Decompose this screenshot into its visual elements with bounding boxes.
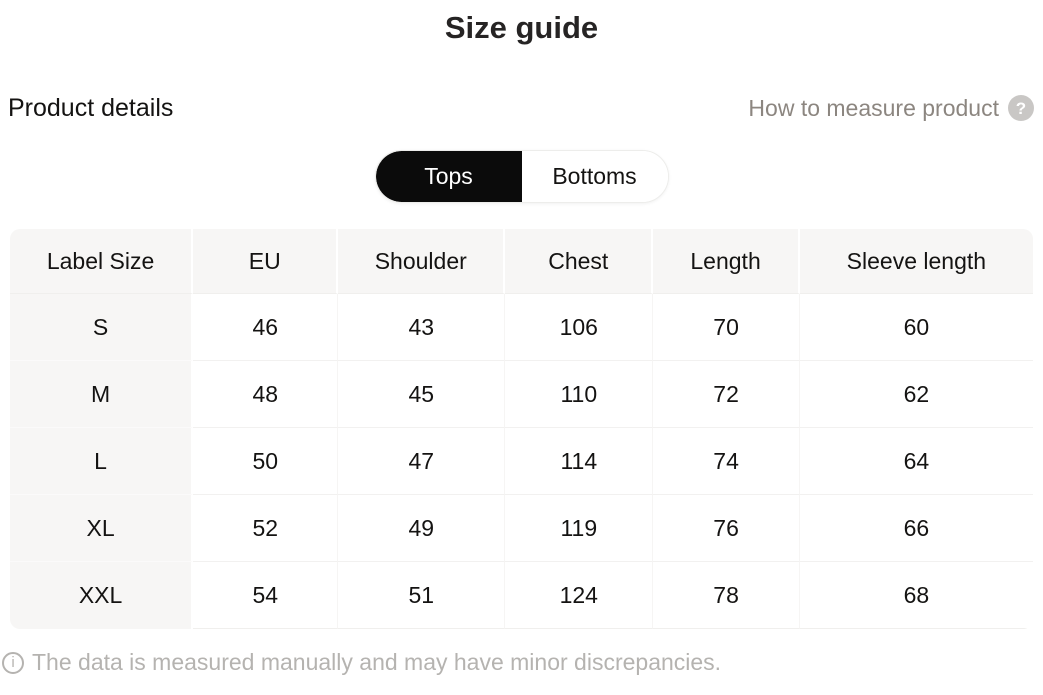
how-to-measure-link[interactable]: How to measure product ? xyxy=(748,95,1034,122)
table-row: XXL 54 51 124 78 68 xyxy=(10,562,1033,629)
table-cell: 124 xyxy=(505,562,654,629)
row-label: S xyxy=(10,294,194,361)
table-cell: 49 xyxy=(338,495,506,562)
table-cell: 114 xyxy=(505,428,654,495)
product-details-label: Product details xyxy=(8,93,174,122)
table-cell: 62 xyxy=(799,361,1033,428)
info-icon: i xyxy=(2,651,24,674)
table-cell: 60 xyxy=(799,294,1033,361)
table-row: S 46 43 106 70 60 xyxy=(10,294,1033,361)
row-label: M xyxy=(10,361,194,428)
row-label: XL xyxy=(10,495,194,562)
table-cell: 106 xyxy=(505,294,654,361)
table-cell: 70 xyxy=(653,294,800,361)
column-header: Sleeve length xyxy=(799,229,1033,294)
table-cell: 54 xyxy=(193,562,339,629)
table-cell: 78 xyxy=(653,562,800,629)
table-cell: 74 xyxy=(653,428,800,495)
table-cell: 52 xyxy=(193,495,339,562)
category-toggle: Tops Bottoms xyxy=(374,150,669,203)
tab-tops[interactable]: Tops xyxy=(375,151,522,202)
footer-note-text: The data is measured manually and may ha… xyxy=(32,649,722,675)
table-cell: 66 xyxy=(799,495,1033,562)
table-row: L 50 47 114 74 64 xyxy=(10,428,1033,495)
row-label: XXL xyxy=(10,562,194,629)
subheader: Product details How to measure product ? xyxy=(0,92,1043,124)
table-header-row: Label Size EU Shoulder Chest Length Sleeve le… xyxy=(10,229,1033,294)
table-row: M 48 45 110 72 62 xyxy=(10,361,1033,428)
footer-note: i The data is measured manually and may … xyxy=(0,649,1043,676)
table-cell: 43 xyxy=(338,294,506,361)
row-label: L xyxy=(10,428,194,495)
table-cell: 47 xyxy=(338,428,506,495)
column-header: Shoulder xyxy=(338,229,506,294)
category-toggle-wrap: Tops Bottoms xyxy=(0,150,1043,203)
table-cell: 46 xyxy=(193,294,339,361)
help-icon[interactable]: ? xyxy=(1008,95,1034,121)
table-cell: 51 xyxy=(338,562,506,629)
table-body: S 46 43 106 70 60 M 48 45 110 72 62 L 50 47 114 74 64 XL 52… xyxy=(10,294,1033,629)
table-cell: 68 xyxy=(799,562,1033,629)
table-cell: 48 xyxy=(193,361,339,428)
tab-bottoms[interactable]: Bottoms xyxy=(521,151,668,202)
size-table: Label Size EU Shoulder Chest Length Sleeve le… xyxy=(10,229,1033,629)
column-header: Label Size xyxy=(10,229,194,294)
table-cell: 72 xyxy=(653,361,800,428)
table-cell: 119 xyxy=(505,495,654,562)
table-cell: 64 xyxy=(799,428,1033,495)
table-row: XL 52 49 119 76 66 xyxy=(10,495,1033,562)
how-to-measure-label: How to measure product xyxy=(748,94,999,121)
size-table-wrap: Label Size EU Shoulder Chest Length Sleeve le… xyxy=(10,229,1033,629)
column-header: EU xyxy=(193,229,339,294)
column-header: Length xyxy=(653,229,800,294)
page-title: Size guide xyxy=(444,10,599,45)
table-cell: 76 xyxy=(653,495,800,562)
table-cell: 50 xyxy=(193,428,339,495)
table-cell: 110 xyxy=(505,361,654,428)
column-header: Chest xyxy=(505,229,654,294)
table-cell: 45 xyxy=(338,361,506,428)
